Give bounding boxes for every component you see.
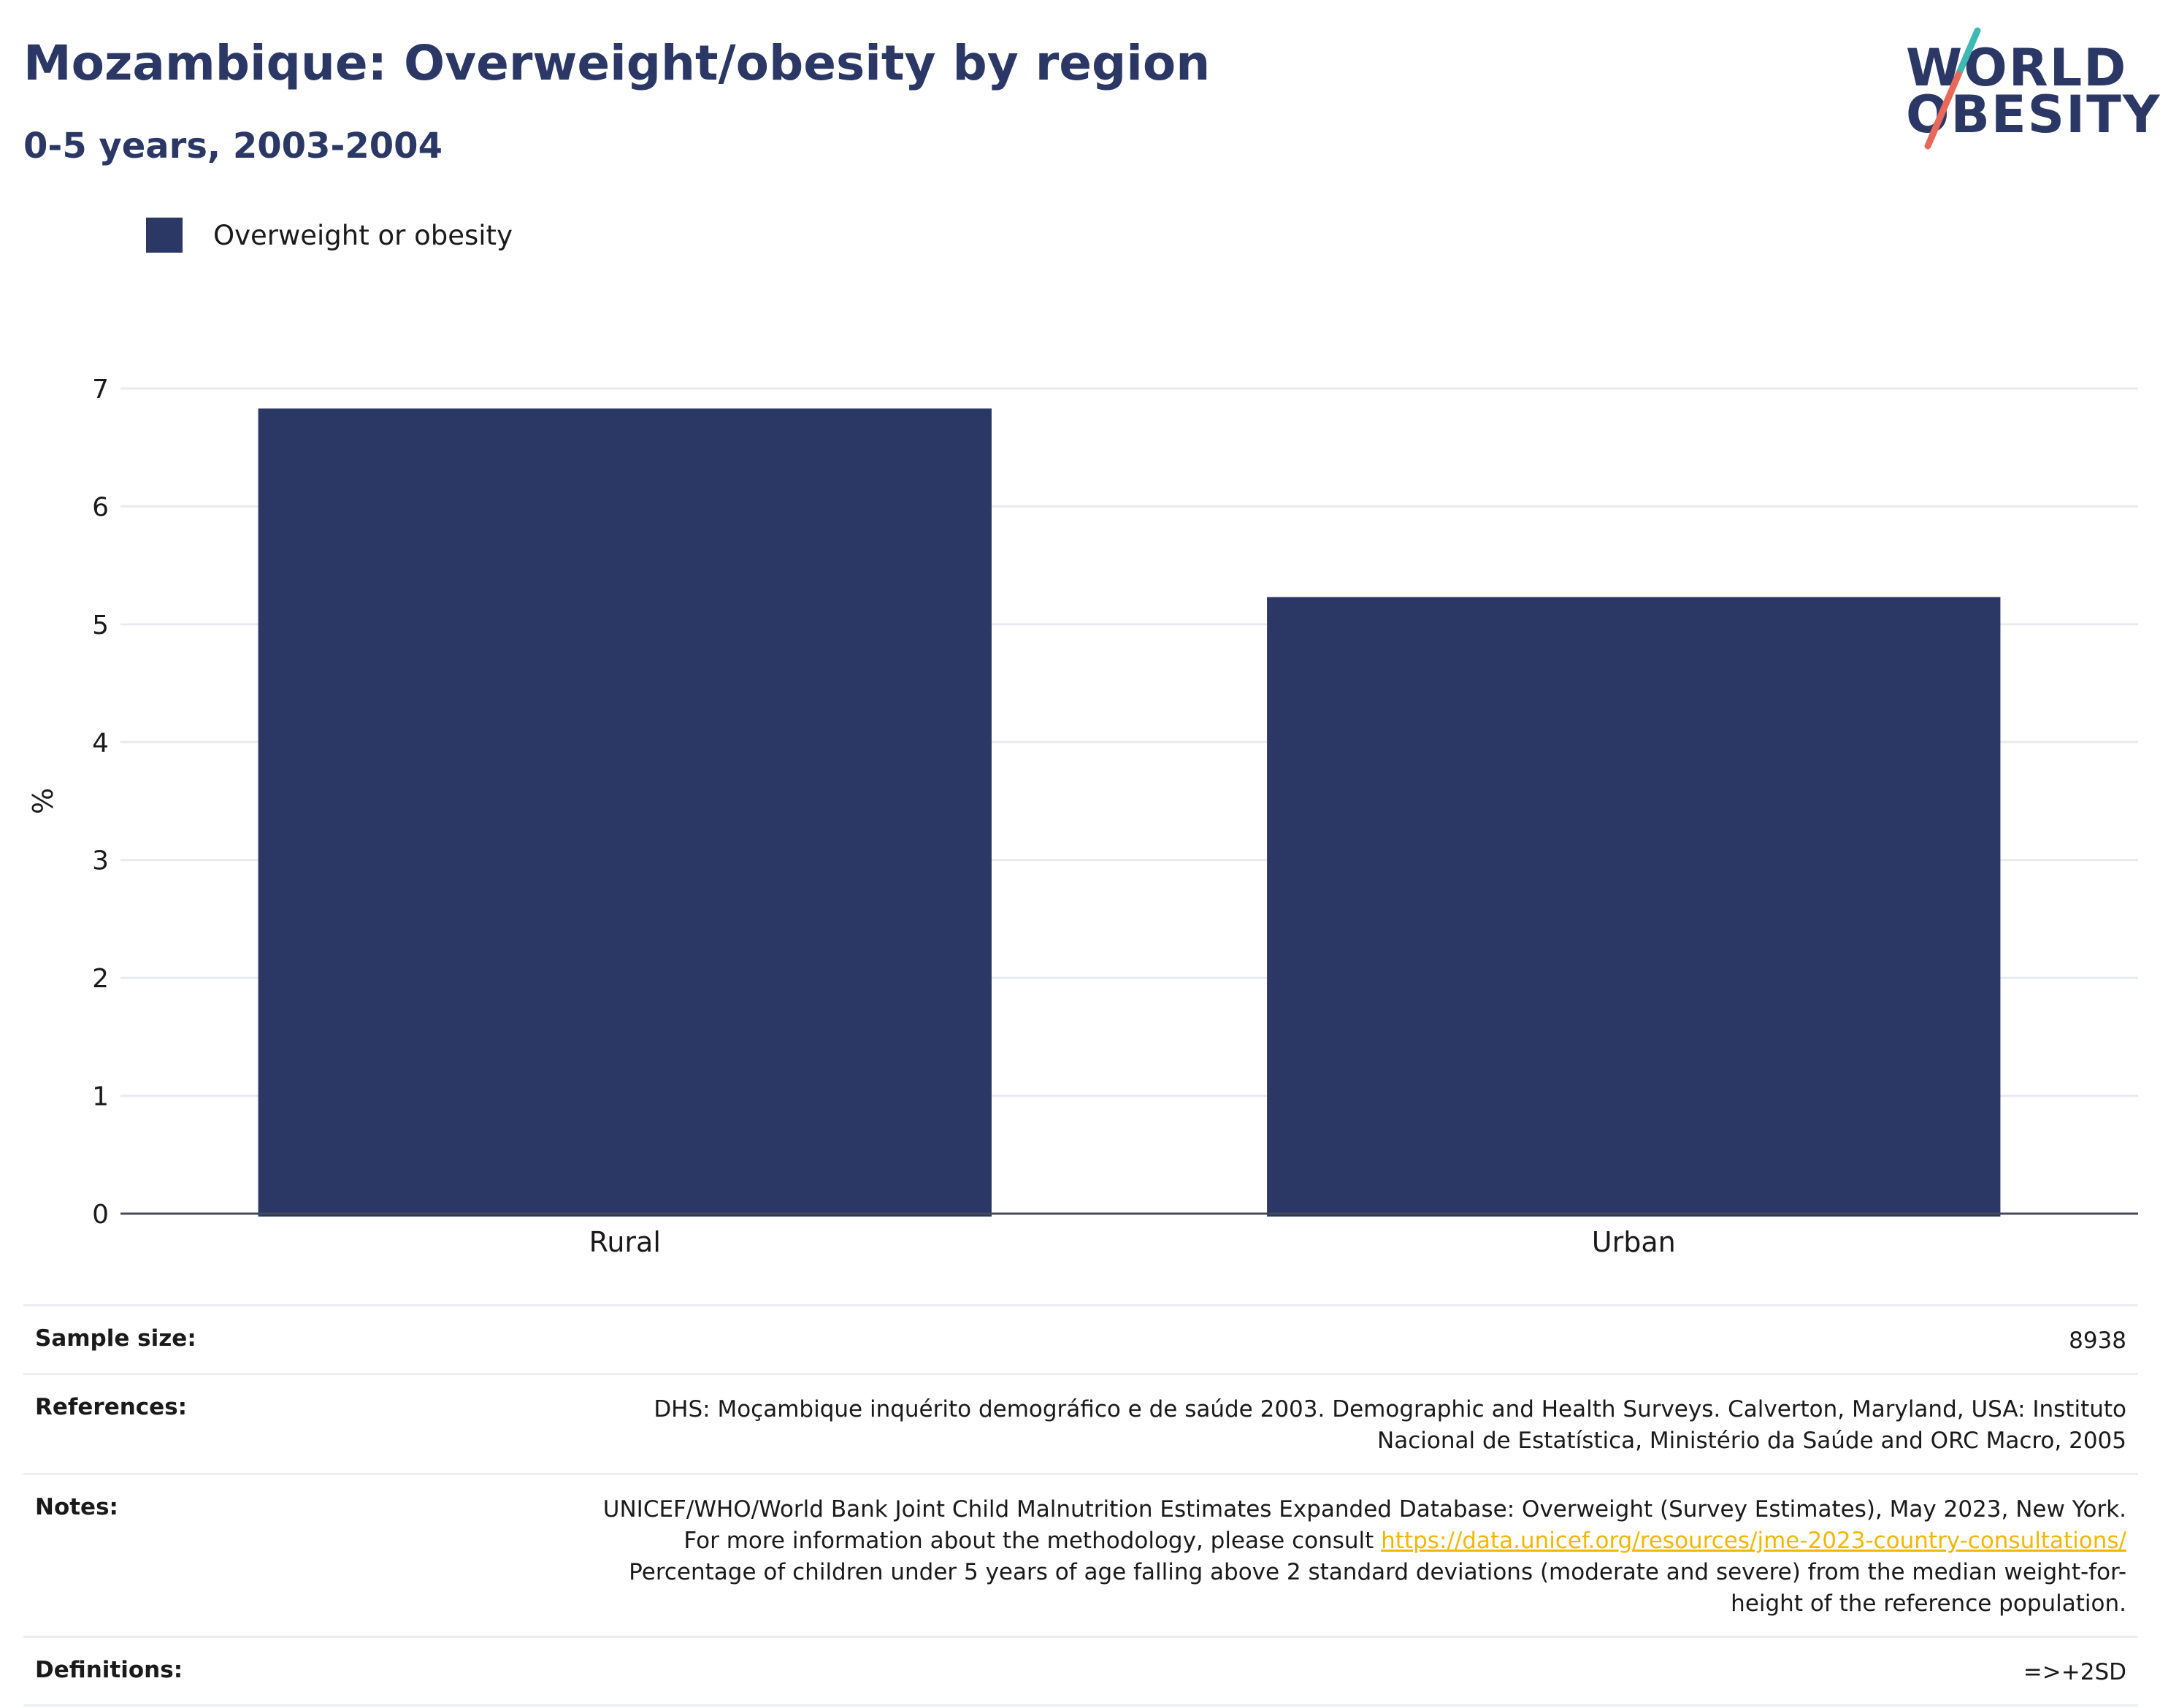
y-tick-label: 2 bbox=[92, 964, 109, 994]
y-tick-label: 5 bbox=[92, 610, 109, 640]
y-tick-label: 3 bbox=[92, 846, 109, 876]
info-row-sample-size: Sample size: 8938 bbox=[23, 1306, 2138, 1375]
info-row-definitions: Definitions: =>+2SD bbox=[23, 1638, 2138, 1707]
x-tick-label: Urban bbox=[1592, 1226, 1676, 1258]
y-axis-label: % bbox=[27, 788, 59, 814]
bar-urban bbox=[1267, 597, 2001, 1217]
chart-legend: Overweight or obesity bbox=[146, 218, 513, 253]
y-tick-label: 7 bbox=[92, 375, 109, 405]
sample-size-label: Sample size: bbox=[35, 1325, 196, 1352]
info-row-notes: Notes: UNICEF/WHO/World Bank Joint Child… bbox=[23, 1475, 2138, 1638]
y-tick-label: 1 bbox=[92, 1082, 109, 1112]
chart-title: Mozambique: Overweight/obesity by region bbox=[23, 35, 1211, 91]
definitions-value: =>+2SD bbox=[2023, 1659, 2126, 1685]
references-value: DHS: Moçambique inquérito demográfico e … bbox=[654, 1396, 2126, 1454]
bar-rural bbox=[258, 408, 992, 1217]
chart-subtitle: 0-5 years, 2003-2004 bbox=[23, 126, 443, 166]
notes-label: Notes: bbox=[35, 1494, 118, 1520]
info-row-references: References: DHS: Moçambique inquérito de… bbox=[23, 1375, 2138, 1475]
logo-line-1: WORLD bbox=[1906, 38, 2128, 98]
notes-link[interactable]: https://data.unicef.org/resources/jme-20… bbox=[1381, 1528, 2126, 1554]
sample-size-value: 8938 bbox=[2069, 1328, 2126, 1354]
logo-slash-icon bbox=[1924, 27, 1981, 150]
y-tick-label: 4 bbox=[92, 728, 109, 758]
y-tick-label: 0 bbox=[92, 1200, 109, 1230]
notes-text-after: Percentage of children under 5 years of … bbox=[629, 1559, 2126, 1617]
bar-chart: 0 1 2 3 4 5 6 7% Rural Urban bbox=[27, 375, 2138, 1258]
legend-swatch bbox=[146, 218, 183, 253]
world-obesity-logo: WORLD OBESITY bbox=[1906, 22, 2160, 153]
definitions-label: Definitions: bbox=[35, 1657, 183, 1683]
x-tick-label: Rural bbox=[589, 1226, 661, 1258]
legend-label: Overweight or obesity bbox=[213, 219, 513, 251]
y-tick-label: 6 bbox=[92, 492, 109, 522]
references-label: References: bbox=[35, 1394, 188, 1420]
notes-text-before: UNICEF/WHO/World Bank Joint Child Malnut… bbox=[602, 1496, 2126, 1554]
info-table: Sample size: 8938 References: DHS: Moçam… bbox=[23, 1304, 2138, 1707]
notes-value: UNICEF/WHO/World Bank Joint Child Malnut… bbox=[593, 1494, 2126, 1620]
